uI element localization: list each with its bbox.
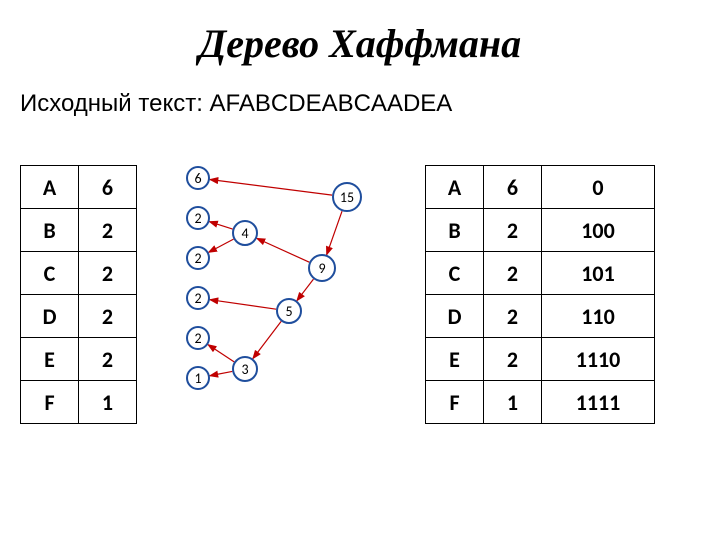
table-cell: 2 (484, 338, 542, 381)
table-cell: C (21, 252, 79, 295)
table-cell: 1 (79, 381, 137, 424)
table-cell: A (21, 166, 79, 209)
tree-edge (209, 222, 232, 229)
table-cell: 2 (484, 252, 542, 295)
table-cell: 2 (79, 252, 137, 295)
tree-edge (327, 211, 342, 255)
tree-node: 2 (186, 326, 210, 350)
tree-edge (210, 180, 332, 196)
tree-edge (257, 238, 309, 262)
table-cell: 6 (79, 166, 137, 209)
tree-edge (253, 321, 281, 358)
tree-node: 3 (232, 356, 258, 382)
table-cell: B (21, 209, 79, 252)
tree-edge (210, 371, 232, 375)
table-cell: 1111 (542, 381, 655, 424)
table-cell: D (21, 295, 79, 338)
table-cell: 2 (79, 338, 137, 381)
tree-node: 4 (232, 220, 258, 246)
table-cell: 101 (542, 252, 655, 295)
table-cell: 2 (484, 295, 542, 338)
table-cell: E (426, 338, 484, 381)
source-text-label: Исходный текст: AFABCDEABCAADEA (20, 90, 452, 118)
tree-node: 5 (276, 298, 302, 324)
table-cell: 1110 (542, 338, 655, 381)
table-cell: 0 (542, 166, 655, 209)
tree-node: 9 (308, 254, 336, 282)
tree-node: 2 (186, 206, 210, 230)
tree-edge (210, 300, 276, 309)
tree-node: 2 (186, 286, 210, 310)
table-cell: 6 (484, 166, 542, 209)
tree-node: 15 (332, 182, 362, 212)
huffman-tree: 622221345915 (170, 160, 410, 470)
tree-edge (209, 239, 234, 252)
table-cell: 100 (542, 209, 655, 252)
table-cell: B (426, 209, 484, 252)
table-cell: E (21, 338, 79, 381)
code-table: A60B2100C2101D2110E21110F11111 (425, 165, 655, 424)
tree-edge (208, 345, 234, 362)
tree-node: 6 (186, 166, 210, 190)
tree-edge (297, 279, 314, 301)
frequency-table: A6B2C2D2E2F1 (20, 165, 137, 424)
table-cell: 1 (484, 381, 542, 424)
table-cell: D (426, 295, 484, 338)
tree-node: 1 (186, 366, 210, 390)
table-cell: F (426, 381, 484, 424)
table-cell: A (426, 166, 484, 209)
table-cell: 2 (79, 295, 137, 338)
page-title: Дерево Хаффмана (0, 20, 720, 67)
table-cell: 110 (542, 295, 655, 338)
table-cell: 2 (484, 209, 542, 252)
table-cell: C (426, 252, 484, 295)
tree-node: 2 (186, 246, 210, 270)
table-cell: 2 (79, 209, 137, 252)
table-cell: F (21, 381, 79, 424)
